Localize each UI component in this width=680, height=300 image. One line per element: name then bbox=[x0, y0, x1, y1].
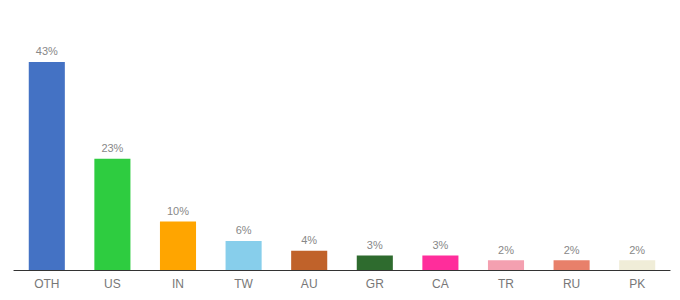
svg-text:4%: 4% bbox=[301, 234, 317, 246]
svg-text:10%: 10% bbox=[167, 205, 189, 217]
svg-text:TR: TR bbox=[498, 277, 514, 291]
svg-text:3%: 3% bbox=[367, 239, 383, 251]
svg-text:GR: GR bbox=[366, 277, 384, 291]
svg-text:TW: TW bbox=[234, 277, 253, 291]
svg-text:PK: PK bbox=[629, 277, 645, 291]
svg-text:2%: 2% bbox=[564, 244, 580, 256]
svg-text:6%: 6% bbox=[236, 224, 252, 236]
svg-text:2%: 2% bbox=[629, 244, 645, 256]
svg-text:OTH: OTH bbox=[34, 277, 59, 291]
svg-text:43%: 43% bbox=[36, 45, 58, 57]
svg-text:US: US bbox=[104, 277, 121, 291]
svg-text:AU: AU bbox=[301, 277, 318, 291]
svg-text:3%: 3% bbox=[432, 239, 448, 251]
svg-text:23%: 23% bbox=[101, 142, 123, 154]
svg-text:RU: RU bbox=[563, 277, 580, 291]
svg-text:2%: 2% bbox=[498, 244, 514, 256]
svg-text:CA: CA bbox=[432, 277, 449, 291]
svg-text:IN: IN bbox=[172, 277, 184, 291]
